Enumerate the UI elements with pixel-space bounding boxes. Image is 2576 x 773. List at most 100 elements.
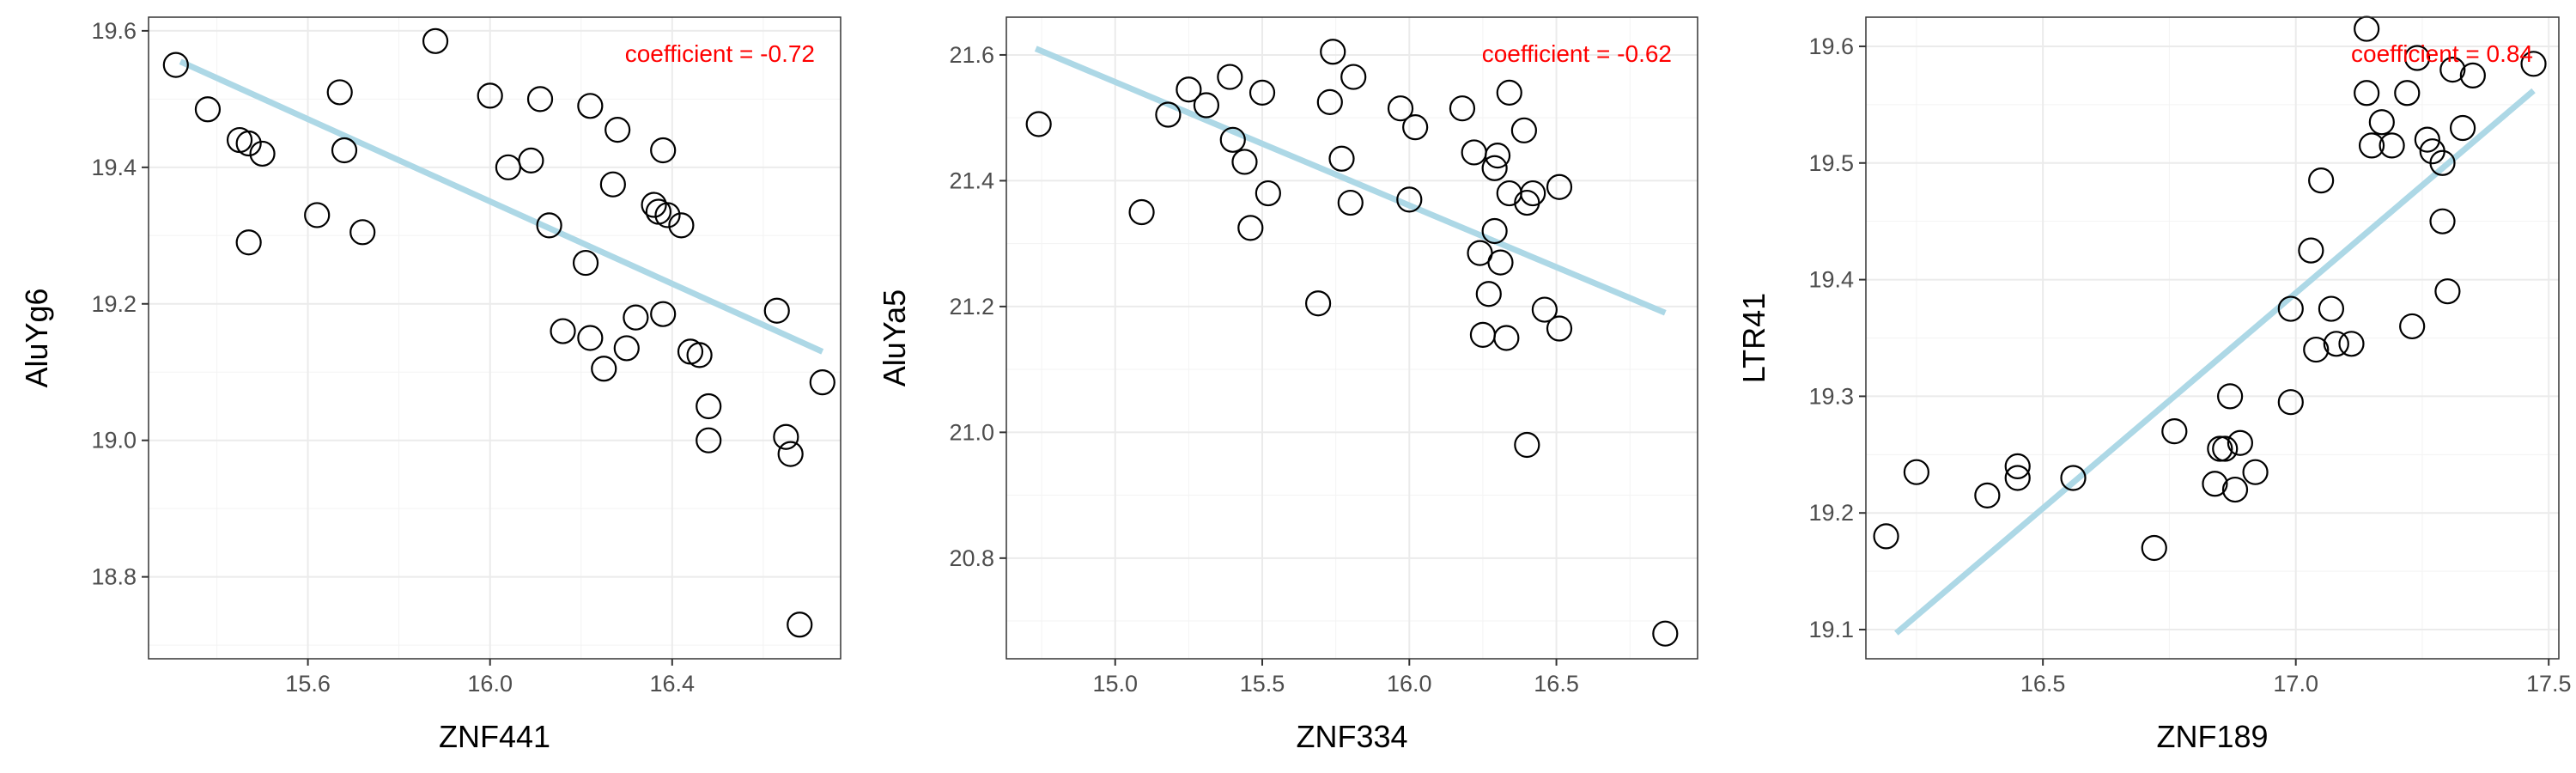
data-point [1481,217,1508,245]
data-point [572,249,599,277]
data-point [668,212,695,239]
data-point [1237,215,1264,241]
data-point [1546,315,1573,342]
data-point [422,27,449,54]
x-tick-label: 16.5 [2020,671,2066,697]
x-axis-title: ZNF189 [2156,719,2268,754]
x-tick-label: 17.5 [2526,671,2572,697]
data-point [2414,126,2440,153]
scatter-panel-znf441-aluyg6: 15.6 16.0 16.4 18.8 19.0 19.2 19.4 19.6 coeffici… [19,16,841,754]
y-tick-label: 19.3 [1808,383,1854,409]
data-point [1873,523,1899,550]
x-tick-label: 17.0 [2273,671,2318,697]
y-tick-label: 19.5 [1808,150,1854,176]
data-point [2429,149,2456,176]
data-point [2227,429,2253,456]
coefficient-label: coefficient = -0.72 [625,40,815,67]
data-point [1402,114,1429,141]
data-point [2277,389,2304,416]
data-point [1316,88,1343,115]
data-point [1328,145,1355,172]
data-point [1320,39,1346,65]
data-point [2520,51,2547,77]
coefficient-label: coefficient = -0.62 [1482,40,1672,67]
data-point [1193,92,1220,119]
y-tick-label: 19.4 [1808,267,1854,293]
data-point [2379,132,2405,159]
data-point [1903,459,1930,485]
y-tick-label: 19.6 [91,18,137,44]
y-tick-label: 19.4 [91,155,137,180]
data-point [1496,79,1522,106]
data-point [2060,465,2087,491]
data-point [777,441,804,467]
data-point [1305,290,1332,317]
y-axis-title: AluYa5 [877,289,912,386]
data-point [1217,64,1243,90]
data-point [1231,149,1258,175]
data-point [1340,64,1367,90]
data-point [696,393,722,420]
data-point [194,96,222,123]
scatter-panel-znf189-ltr41: 16.5 17.0 17.5 19.1 19.2 19.3 19.4 19.5 19.6 coef… [1736,15,2572,754]
y-tick-label: 19.6 [1808,33,1854,59]
data-point [1531,296,1558,323]
data-point [591,356,617,382]
data-point [2394,80,2421,107]
data-point [809,369,835,396]
y-tick-label: 19.2 [1808,500,1854,526]
data-point [1487,249,1514,276]
data-point [2434,278,2461,305]
data-point [773,423,799,450]
data-point [1546,173,1573,200]
data-point [536,212,562,239]
data-point [641,192,667,218]
y-axis-title: LTR41 [1736,293,1771,383]
x-tick-label: 15.6 [285,671,331,697]
data-point [2459,62,2486,89]
data-point [2161,418,2188,445]
data-point [2338,331,2365,357]
data-point [2429,208,2456,234]
coefficient-label: coefficient = 0.84 [2351,40,2533,67]
data-point [2358,132,2385,159]
data-point [605,117,631,143]
data-point [249,140,276,167]
data-point [326,79,353,106]
data-point [2207,435,2233,462]
data-point [1128,198,1155,226]
data-point [1449,95,1476,122]
panel-background [1006,17,1698,659]
data-point [599,171,626,198]
data-point [650,137,677,164]
data-point [304,202,331,228]
y-tick-label: 20.8 [949,545,994,571]
x-tick-label: 16.4 [650,671,696,697]
data-point [2368,109,2395,136]
data-point [162,52,189,78]
data-point [235,229,262,256]
x-axis-title: ZNF334 [1296,719,1407,754]
data-point [787,612,813,638]
data-point [577,93,604,119]
data-point [577,325,604,351]
data-point [1481,155,1508,181]
data-point [1514,431,1540,459]
data-point [2303,336,2330,363]
x-tick-label: 15.0 [1092,671,1138,697]
data-point [650,301,677,327]
fit-line [1034,46,1667,316]
data-point [331,137,358,164]
data-point [526,86,554,113]
fit-line [1894,88,2536,636]
data-point [2212,435,2239,462]
data-point [1255,180,1281,207]
data-point [1155,101,1182,128]
x-tick-label: 16.0 [1387,671,1432,697]
data-point [550,318,576,344]
data-point [2439,57,2466,83]
panel-background [149,17,841,659]
data-point [2242,459,2269,485]
fit-line [179,58,824,355]
